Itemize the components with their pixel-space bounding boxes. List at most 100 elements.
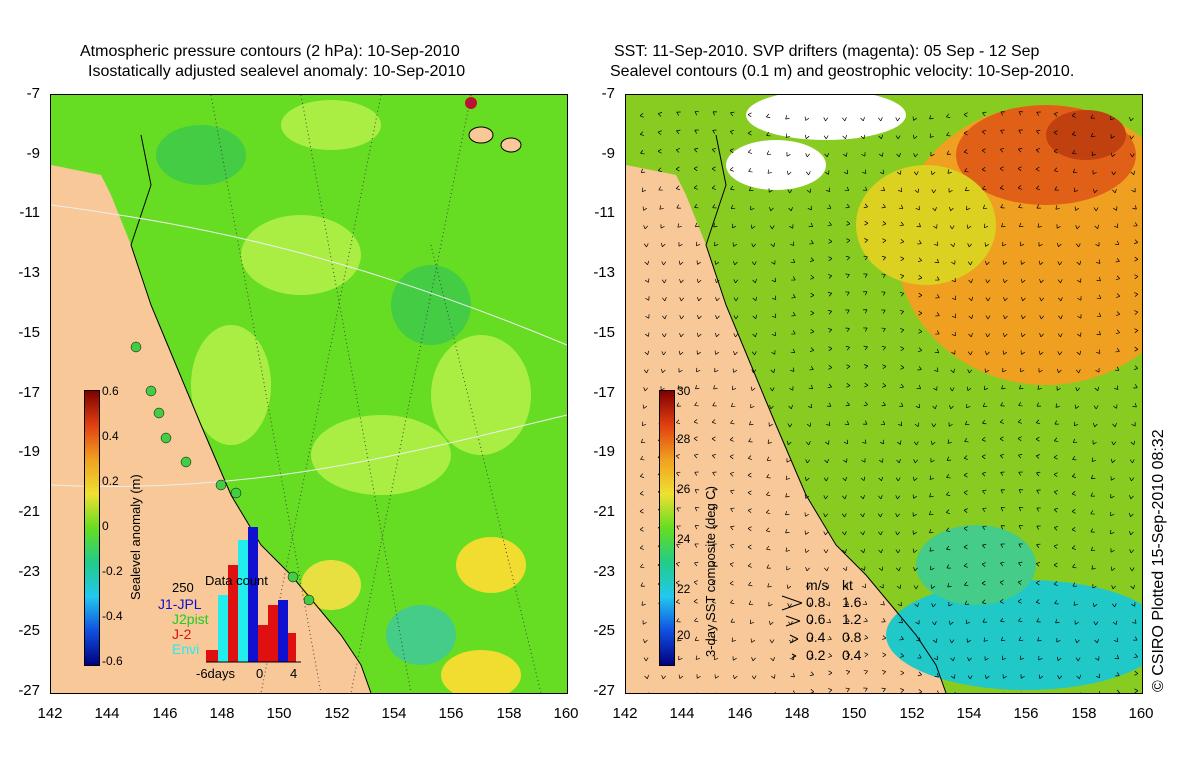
velocity-arrow: [1075, 225, 1080, 230]
sealevel-map-graphic: [51, 95, 567, 693]
velocity-arrow: [1019, 384, 1024, 390]
velocity-arrow: [694, 453, 699, 459]
velocity-arrow: [950, 656, 955, 662]
velocity-arrow: [929, 493, 934, 498]
velocity-arrow: [642, 206, 648, 211]
velocity-arrow: [748, 168, 753, 173]
velocity-arrow: [714, 278, 720, 284]
velocity-arrow: [711, 453, 717, 459]
velocity-arrow: [827, 274, 833, 279]
velocity-arrow: [861, 583, 867, 589]
velocity-arrow: [860, 494, 865, 500]
velocity-arrow: [935, 294, 940, 299]
velocity-arrow: [1114, 240, 1120, 245]
velocity-arrow: [882, 652, 887, 658]
velocity-arrow: [881, 291, 886, 296]
velocity-arrow: [900, 346, 905, 352]
velocity-arrow: [694, 636, 700, 641]
velocity-arrow: [1020, 674, 1025, 679]
velocity-arrow: [1110, 134, 1115, 139]
velocity-arrow: [695, 655, 701, 660]
velocity-arrow: [1019, 222, 1024, 228]
velocity-arrow: [712, 402, 717, 407]
velocity-arrow: [1058, 297, 1063, 302]
velocity-arrow: [1018, 471, 1023, 476]
velocity-arrow: [1072, 563, 1077, 569]
velocity-arrow: [964, 167, 969, 173]
velocity-arrow: [1053, 454, 1058, 460]
velocity-arrow: [951, 350, 956, 355]
velocity-arrow: [715, 315, 720, 320]
velocity-arrow: [1000, 489, 1005, 494]
velocity-arrow: [916, 637, 921, 642]
velocity-arrow: [1093, 207, 1099, 212]
velocity-arrow: [949, 404, 954, 410]
left-ytick-2: -11: [19, 204, 40, 221]
velocity-arrow: [828, 688, 833, 693]
velocity-arrow: [711, 185, 716, 190]
velocity-arrow: [768, 602, 773, 607]
velocity-arrow: [730, 599, 735, 605]
right-ytick-2: -11: [594, 204, 615, 221]
velocity-arrow: [951, 260, 956, 265]
velocity-arrow: [791, 276, 796, 281]
velocity-arrow: [712, 489, 717, 494]
velocity-arrow: [712, 525, 718, 530]
velocity-arrow: [828, 346, 833, 352]
velocity-arrow: [863, 669, 868, 675]
velocity-arrow: [730, 525, 735, 531]
velocity-arrow: [694, 203, 699, 209]
velocity-arrow: [694, 489, 700, 494]
velocity-arrow: [895, 477, 901, 482]
velocity-arrow: [823, 117, 829, 122]
velocity-arrow: [963, 490, 968, 496]
velocity-arrow: [1056, 656, 1062, 661]
velocity-arrow: [1057, 261, 1063, 266]
velocity-arrow: [751, 261, 757, 266]
velocity-arrow: [985, 315, 991, 320]
velocity-arrow: [862, 291, 868, 296]
velocity-arrow: [934, 348, 940, 354]
velocity-arrow: [1129, 549, 1134, 554]
velocity-arrow: [679, 315, 685, 320]
velocity-arrow: [878, 566, 884, 571]
velocity-arrow: [1001, 655, 1007, 661]
velocity-arrow: [696, 350, 701, 355]
velocity-arrow: [935, 330, 940, 335]
velocity-arrow: [809, 347, 815, 352]
velocity-arrow: [729, 472, 735, 477]
velocity-arrow: [860, 548, 866, 554]
velocity-arrow: [945, 509, 951, 514]
velocity-arrow: [1057, 675, 1063, 680]
velocity-arrow: [694, 129, 699, 134]
velocity-arrow: [787, 189, 793, 194]
velocity-arrow: [862, 439, 867, 444]
velocity-arrow: [1018, 129, 1023, 134]
velocity-arrow: [948, 620, 954, 625]
velocity-arrow: [810, 328, 815, 334]
velocity-arrow: [999, 598, 1004, 604]
velocity-arrow: [1003, 296, 1008, 302]
left-ytick-8: -23: [18, 563, 40, 580]
velocity-arrow: [845, 635, 851, 640]
velocity-arrow: [749, 186, 754, 192]
velocity-arrow: [766, 150, 772, 155]
velocity-arrow: [1114, 654, 1119, 660]
velocity-arrow: [862, 309, 868, 314]
velocity-arrow: [675, 454, 680, 459]
velocity-arrow: [981, 129, 987, 135]
velocity-arrow: [657, 112, 663, 117]
velocity-arrow: [845, 618, 850, 623]
velocity-arrow: [657, 148, 662, 154]
velocity-arrow: [845, 203, 850, 209]
velocity-arrow: [1002, 278, 1008, 284]
velocity-arrow: [1129, 512, 1134, 518]
velocity-arrow: [878, 476, 883, 482]
velocity-arrow: [1130, 170, 1136, 176]
velocity-arrow: [896, 152, 901, 158]
velocity-arrow: [964, 186, 970, 192]
velocity-arrow: [949, 639, 955, 644]
velocity-arrow: [788, 206, 793, 212]
sst-map: [625, 94, 1143, 694]
velocity-arrow: [1131, 422, 1136, 427]
